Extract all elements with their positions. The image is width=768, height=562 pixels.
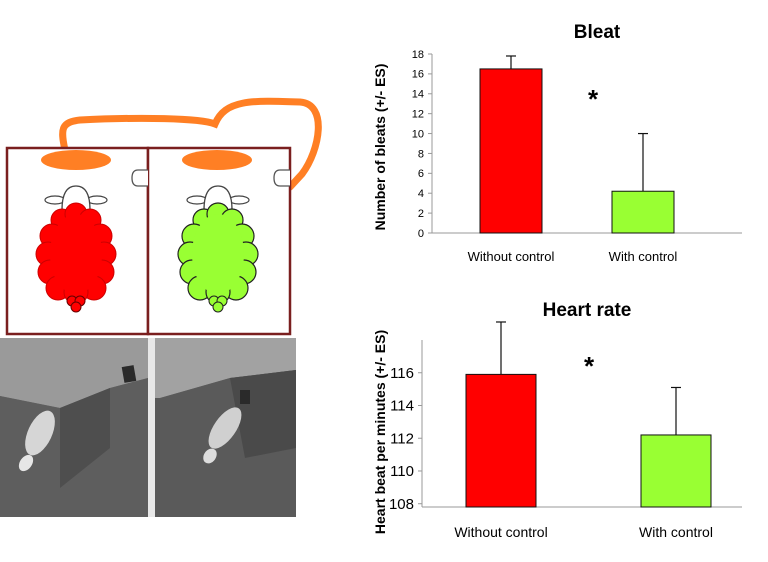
wall-fixture-right xyxy=(273,169,290,187)
x-category-label: With control xyxy=(609,249,678,264)
y-tick-label: 0 xyxy=(418,228,424,240)
y-tick-label: 108 xyxy=(389,496,414,513)
bleat-chart-svg: Bleat Number of bleats (+/- ES) 0 2 4 6 8 10 1… xyxy=(372,22,742,264)
sheep-without-control xyxy=(35,185,117,313)
y-tick-label: 4 xyxy=(418,188,424,200)
sheep-with-control xyxy=(177,185,259,313)
bar-with-control xyxy=(640,434,712,508)
pen-photo xyxy=(0,338,296,517)
heart-rate-chart-svg: Heart rate Heart beat per minutes (+/- E… xyxy=(372,300,742,540)
y-axis-label: Heart beat per minutes (+/- ES) xyxy=(372,330,388,534)
heart-rate-chart: Heart rate Heart beat per minutes (+/- E… xyxy=(360,285,760,557)
y-axis-label: Number of bleats (+/- ES) xyxy=(372,64,388,231)
photo-pen-left xyxy=(0,338,148,517)
sheep-photo-right xyxy=(203,407,242,464)
bar-with-control xyxy=(611,190,675,234)
y-tick-label: 112 xyxy=(390,430,414,447)
x-category-label: Without control xyxy=(468,249,555,264)
sheep-photo-left xyxy=(18,410,55,472)
y-tick-label: 110 xyxy=(390,463,414,480)
x-category-label: With control xyxy=(639,524,713,540)
wall-fixture-left xyxy=(131,169,148,187)
y-tick-label: 116 xyxy=(390,365,414,382)
pen-diagram xyxy=(5,97,322,336)
y-tick-label: 2 xyxy=(418,208,424,220)
significance-marker: * xyxy=(588,84,599,114)
feeder-right xyxy=(182,150,252,170)
significance-marker: * xyxy=(584,351,595,381)
bar-without-control xyxy=(479,68,543,234)
y-tick-label: 18 xyxy=(412,49,424,61)
chart-title: Heart rate xyxy=(543,300,632,321)
x-category-label: Without control xyxy=(454,524,547,540)
y-tick-label: 16 xyxy=(412,69,424,81)
y-tick-label: 8 xyxy=(418,148,424,160)
photo-pen-right xyxy=(155,338,296,517)
y-tick-label: 14 xyxy=(412,89,424,101)
y-tick-label: 10 xyxy=(412,128,424,140)
y-tick-label: 114 xyxy=(390,398,414,415)
bleat-chart: Bleat Number of bleats (+/- ES) 0 2 4 6 8 10 1… xyxy=(360,0,760,270)
chart-title: Bleat xyxy=(574,22,621,43)
y-tick-label: 6 xyxy=(418,168,424,180)
y-tick-label: 12 xyxy=(412,109,424,121)
feeder-left xyxy=(41,150,111,170)
feeder-cable xyxy=(59,97,322,191)
bar-without-control xyxy=(465,373,537,508)
